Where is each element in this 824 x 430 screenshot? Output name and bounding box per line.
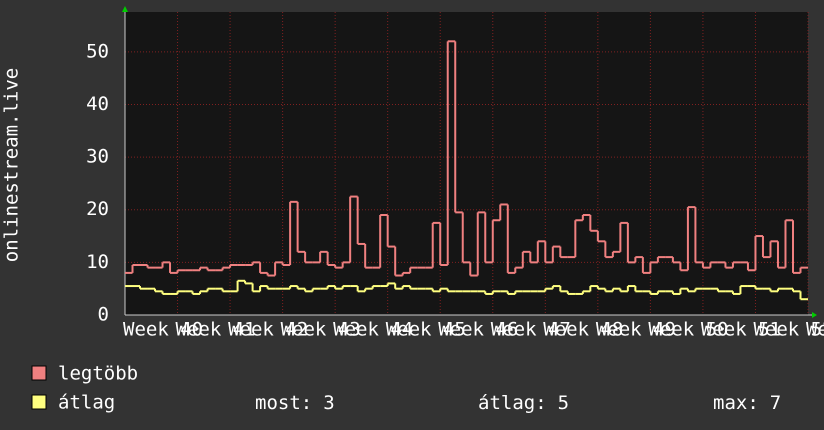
stat-value: 7 — [770, 392, 781, 414]
plot-area — [125, 12, 808, 315]
x-tick-label: Week 50 — [648, 319, 728, 341]
x-tick-label: Week 49 — [596, 319, 676, 341]
legend-swatch — [31, 365, 47, 381]
stat: max: 7 — [713, 392, 781, 414]
axis-arrow — [812, 312, 817, 318]
legend-label: átlag — [58, 392, 115, 414]
x-tick-label: Week 42 — [228, 319, 308, 341]
y-tick-label: 0 — [98, 304, 109, 326]
x-tick-label: Week 53 — [806, 319, 824, 341]
y-tick-label: 10 — [86, 251, 109, 273]
x-tick-label: Week 45 — [386, 319, 466, 341]
x-tick-label: Week 48 — [543, 319, 623, 341]
legend-swatch — [31, 394, 47, 410]
x-tick-label: Week 41 — [176, 319, 256, 341]
stat: most: 3 — [255, 392, 335, 414]
axis-arrow — [122, 6, 128, 12]
x-tick-label: Week 44 — [333, 319, 413, 341]
y-axis-label: onlinestream.live — [1, 68, 23, 262]
y-tick-label: 30 — [86, 146, 109, 168]
stat-value: 5 — [558, 392, 569, 414]
y-tick-label: 20 — [86, 198, 109, 220]
x-tick-label: Week 46 — [438, 319, 518, 341]
stat-label: max: — [713, 392, 759, 414]
x-tick-label: Week 52 — [753, 319, 824, 341]
x-tick-label: Week 47 — [491, 319, 571, 341]
stat-value: 3 — [323, 392, 334, 414]
x-tick-label: Week 40 — [123, 319, 203, 341]
stat: átlag: 5 — [478, 392, 569, 414]
stat-label: most: — [255, 392, 312, 414]
legend-label: legtöbb — [58, 363, 138, 385]
x-tick-label: Week 51 — [701, 319, 781, 341]
stat-label: átlag: — [478, 392, 547, 414]
x-tick-label: Week 43 — [281, 319, 361, 341]
y-tick-label: 50 — [86, 40, 109, 62]
y-tick-label: 40 — [86, 93, 109, 115]
